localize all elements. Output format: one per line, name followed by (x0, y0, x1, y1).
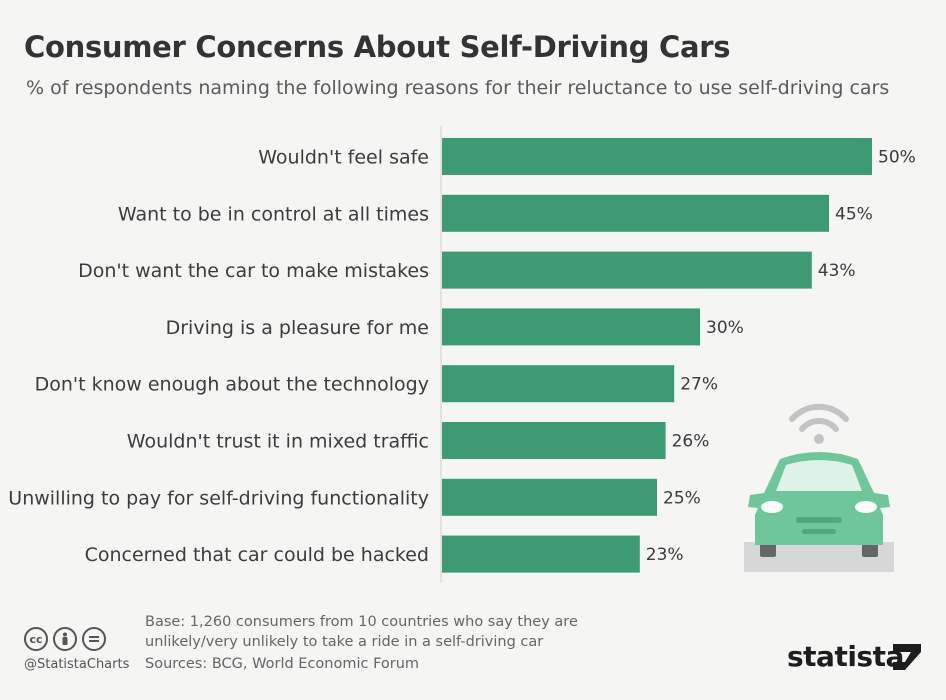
bar (442, 422, 666, 459)
value-label: 27% (680, 375, 718, 395)
value-label: 26% (672, 432, 710, 452)
category-label: Concerned that car could be hacked (85, 544, 429, 566)
value-label: 30% (706, 318, 744, 338)
nd-icon (82, 627, 106, 651)
bar (442, 194, 829, 232)
bar (442, 308, 700, 346)
bar (442, 365, 675, 403)
bar (442, 478, 657, 516)
category-label: Don't want the car to make mistakes (78, 260, 429, 282)
bar-chart: Wouldn't feel safe 50% Want to be in contr… (8, 126, 916, 583)
value-label: 45% (835, 204, 873, 224)
self-driving-car-icon (744, 403, 894, 572)
by-icon (53, 627, 77, 651)
category-label: Want to be in control at all times (118, 203, 429, 225)
chart-title: Consumer Concerns About Self-Driving Car… (24, 30, 731, 64)
value-label: 25% (663, 488, 701, 508)
value-label: 43% (818, 261, 856, 281)
category-label: Unwilling to pay for self-driving functi… (8, 487, 429, 509)
footer-sources: Sources: BCG, World Economic Forum (145, 656, 420, 672)
statista-logo-icon (893, 644, 921, 670)
value-label: 50% (878, 148, 916, 168)
category-label: Driving is a pleasure for me (166, 317, 429, 339)
category-label: Wouldn't trust it in mixed traffic (127, 431, 429, 453)
twitter-handle: @StatistaCharts (24, 657, 130, 672)
category-label: Wouldn't feel safe (258, 147, 429, 169)
category-label: Don't know enough about the technology (35, 374, 429, 396)
bar (442, 138, 872, 175)
wifi-signal-icon (789, 403, 849, 444)
value-label: 23% (646, 545, 684, 565)
bar (442, 251, 812, 289)
chart-subtitle: % of respondents naming the following re… (26, 77, 890, 99)
footer-base-note: Base: 1,260 consumers from 10 countries … (145, 614, 578, 650)
license-icons: cc (24, 627, 106, 651)
bar (442, 535, 640, 573)
statista-brand: statista (787, 640, 904, 673)
cc-icon: cc (24, 627, 48, 651)
